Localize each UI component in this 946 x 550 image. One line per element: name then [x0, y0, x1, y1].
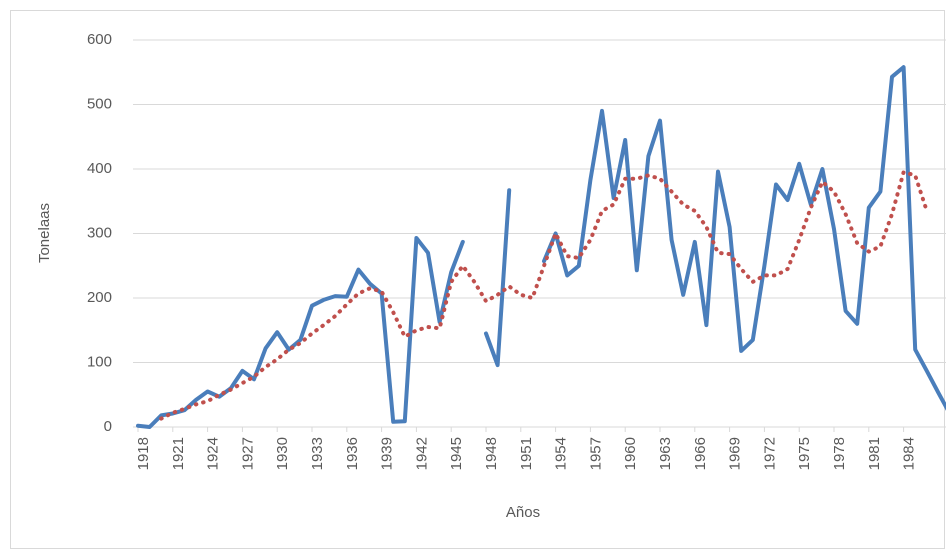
x-tick-label: 1975: [796, 437, 813, 470]
chart-frame: [10, 10, 945, 549]
series-line: [136, 65, 946, 429]
x-tick-label: 1930: [274, 437, 291, 470]
x-tick-label: 1963: [657, 437, 674, 470]
y-tick-label: 500: [87, 95, 112, 112]
x-tick-label: 1954: [553, 437, 570, 470]
x-axis-label: Años: [506, 504, 540, 521]
y-tick-label: 200: [87, 289, 112, 306]
x-tick-label: 1948: [483, 437, 500, 470]
x-tick-label: 1984: [901, 437, 918, 470]
y-tick-label: 300: [87, 224, 112, 241]
x-tick-label: 1981: [866, 437, 883, 470]
x-tick-label: 1936: [344, 437, 361, 470]
x-tick-label: 1945: [448, 437, 465, 470]
x-tick-label: 1978: [831, 437, 848, 470]
x-tick-label: 1960: [622, 437, 639, 470]
x-tick-label: 1924: [205, 437, 222, 470]
x-tick-label: 1939: [379, 437, 396, 470]
x-tick-label: 1966: [692, 437, 709, 470]
x-tick-label: 1921: [170, 437, 187, 470]
y-tick-label: 100: [87, 353, 112, 370]
x-tick-label: 1957: [587, 437, 604, 470]
series-line: [159, 170, 929, 421]
x-tick-label: 1942: [413, 437, 430, 470]
x-tick-label: 1951: [518, 437, 535, 470]
x-tick-label: 1972: [761, 437, 778, 470]
y-tick-label: 400: [87, 160, 112, 177]
y-axis-label: Tonelaas: [36, 203, 53, 263]
x-tick-label: 1933: [309, 437, 326, 470]
x-tick-label: 1969: [727, 437, 744, 470]
y-tick-label: 0: [104, 418, 112, 435]
x-tick-label: 1927: [239, 437, 256, 470]
x-tick-label: 1918: [135, 437, 152, 470]
y-tick-label: 600: [87, 31, 112, 48]
